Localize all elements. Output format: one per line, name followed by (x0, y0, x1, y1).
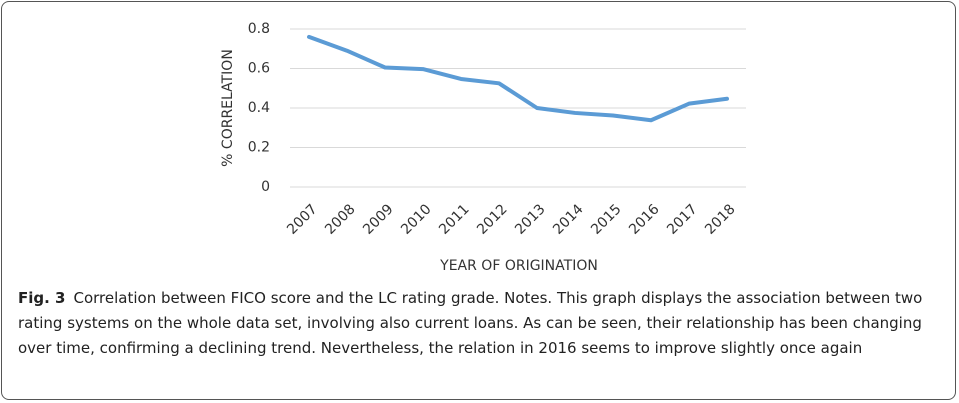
x-tick-label: 2017 (664, 201, 701, 238)
caption-label: Fig. 3 (18, 289, 66, 307)
y-tick-label: 0.4 (248, 100, 270, 116)
caption-text: Correlation between FICO score and the L… (18, 289, 923, 357)
x-tick-label: 2012 (474, 201, 511, 238)
data-line (307, 34, 729, 123)
caption: Fig. 3 Correlation between FICO score and… (18, 286, 938, 361)
chart: % CORRELATION YEAR OF ORIGINATION 0 0.2 0.… (220, 21, 746, 274)
x-axis-label: YEAR OF ORIGINATION (439, 258, 598, 274)
x-tick-label: 2011 (436, 201, 473, 238)
x-tick-label: 2015 (588, 201, 625, 238)
x-tick-label: 2009 (360, 201, 397, 238)
x-tick-label: 2013 (512, 201, 549, 238)
x-tick-label: 2008 (322, 201, 359, 238)
x-tick-label: 2018 (702, 201, 739, 238)
x-tick-label: 2014 (550, 201, 587, 238)
y-tick-label: 0.6 (248, 61, 270, 77)
y-tick-label: 0 (261, 179, 270, 195)
y-tick-label: 0.8 (248, 21, 270, 37)
y-tick-label: 0.2 (248, 140, 270, 156)
x-tick-label: 2007 (284, 201, 321, 238)
y-axis-label: % CORRELATION (220, 49, 236, 167)
x-tick-label: 2016 (626, 201, 663, 238)
x-tick-label: 2010 (398, 201, 435, 238)
